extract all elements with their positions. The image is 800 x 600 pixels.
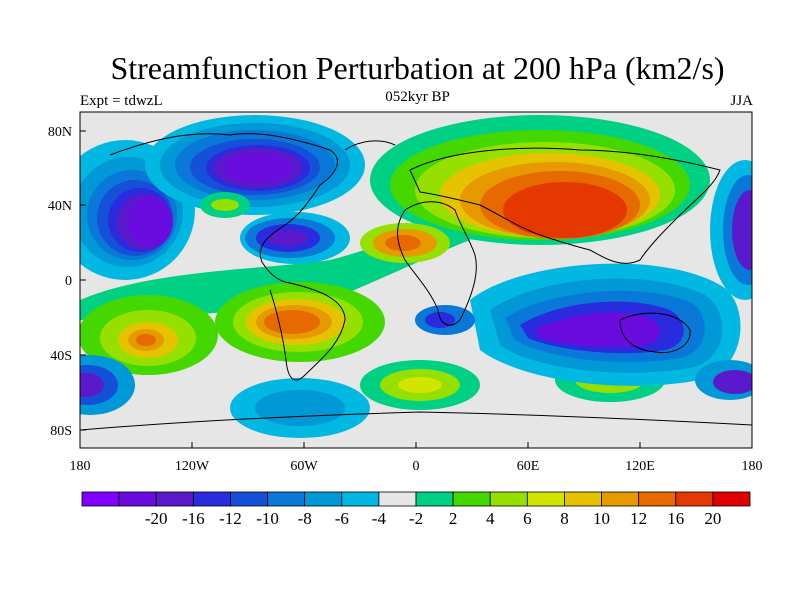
colorbar-label: -4 — [372, 509, 387, 528]
caribbean-low-region — [240, 212, 350, 264]
colorbar-boxes — [81, 491, 751, 507]
lon-tick-label: 60E — [517, 459, 540, 474]
colorbar-label: 8 — [560, 509, 569, 528]
field-layer — [80, 112, 752, 448]
colorbar-label: 10 — [593, 509, 610, 528]
tick-marks — [79, 130, 753, 448]
colorbar-box — [304, 491, 343, 507]
colorbar-box — [526, 491, 565, 507]
north-america-coast — [109, 133, 338, 284]
experiment-label: Expt = tdwzL — [80, 93, 163, 109]
colorbar-box — [675, 491, 714, 507]
colorbar-box — [192, 491, 231, 507]
colorbar-box — [378, 491, 417, 507]
lon-tick-label: 180 — [70, 459, 91, 474]
south-america-coast — [269, 282, 346, 381]
colorbar-box — [230, 491, 268, 507]
colorbar-label: 6 — [523, 509, 532, 528]
colorbar-label: -8 — [298, 509, 312, 528]
eurasia-high-region — [370, 115, 710, 245]
period-label: 052kyr BP — [385, 89, 450, 105]
colorbar-box — [118, 491, 157, 507]
south-pacific-high-region — [80, 295, 218, 375]
colorbar-label: -10 — [256, 509, 279, 528]
lat-tick-label: 40S — [50, 349, 72, 364]
colorbar-box — [712, 491, 751, 507]
season-label: JJA — [730, 93, 753, 109]
colorbar-label: -6 — [335, 509, 349, 528]
africa-coast — [397, 201, 477, 326]
south-america-high-region — [215, 282, 385, 362]
north-america-low-region — [145, 115, 365, 215]
colorbar-label: -2 — [409, 509, 423, 528]
plot-title: Streamfunction Perturbation at 200 hPa (… — [110, 50, 725, 86]
greenland-coast — [344, 140, 396, 151]
indian-ocean-low-region — [470, 263, 741, 386]
lat-tick-label: 0 — [65, 274, 72, 289]
colorbar-label: 2 — [449, 509, 458, 528]
lon-tick-label: 120E — [625, 459, 655, 474]
australia-coast — [619, 312, 691, 354]
colorbar-box — [415, 491, 454, 507]
lon-tick-label: 180 — [742, 459, 763, 474]
lon-tick-label: 120W — [175, 459, 210, 474]
colorbar-box — [489, 491, 528, 507]
colorbar-box — [155, 491, 194, 507]
colorbar-box — [601, 491, 640, 507]
colorbar-label: -12 — [219, 509, 242, 528]
lat-tick-label: 40N — [48, 199, 72, 214]
lon-tick-label: 60W — [290, 459, 318, 474]
colorbar-box — [638, 491, 677, 507]
colorbar-labels: -20 -16 -12 -10 -8 -6 -4 -2 2 4 6 8 10 12 16 20 — [145, 509, 722, 528]
coastlines — [80, 133, 752, 431]
colorbar-box — [564, 491, 602, 507]
colorbar-label: -20 — [145, 509, 168, 528]
eurasia-coast — [409, 147, 721, 264]
antarctica-coast — [80, 411, 752, 431]
lat-tick-label: 80N — [48, 125, 72, 140]
colorbar-label: 16 — [667, 509, 684, 528]
colorbar-box — [267, 491, 306, 507]
colorbar-label: 4 — [486, 509, 495, 528]
colorbar-label: 20 — [704, 509, 721, 528]
colorbar-box — [341, 491, 380, 507]
colorbar-box — [81, 491, 120, 507]
lon-tick-label: 0 — [413, 459, 420, 474]
lat-tick-label: 80S — [50, 424, 72, 439]
colorbar-label: 12 — [630, 509, 647, 528]
colorbar-box — [452, 491, 491, 507]
colorbar-label: -16 — [182, 509, 205, 528]
